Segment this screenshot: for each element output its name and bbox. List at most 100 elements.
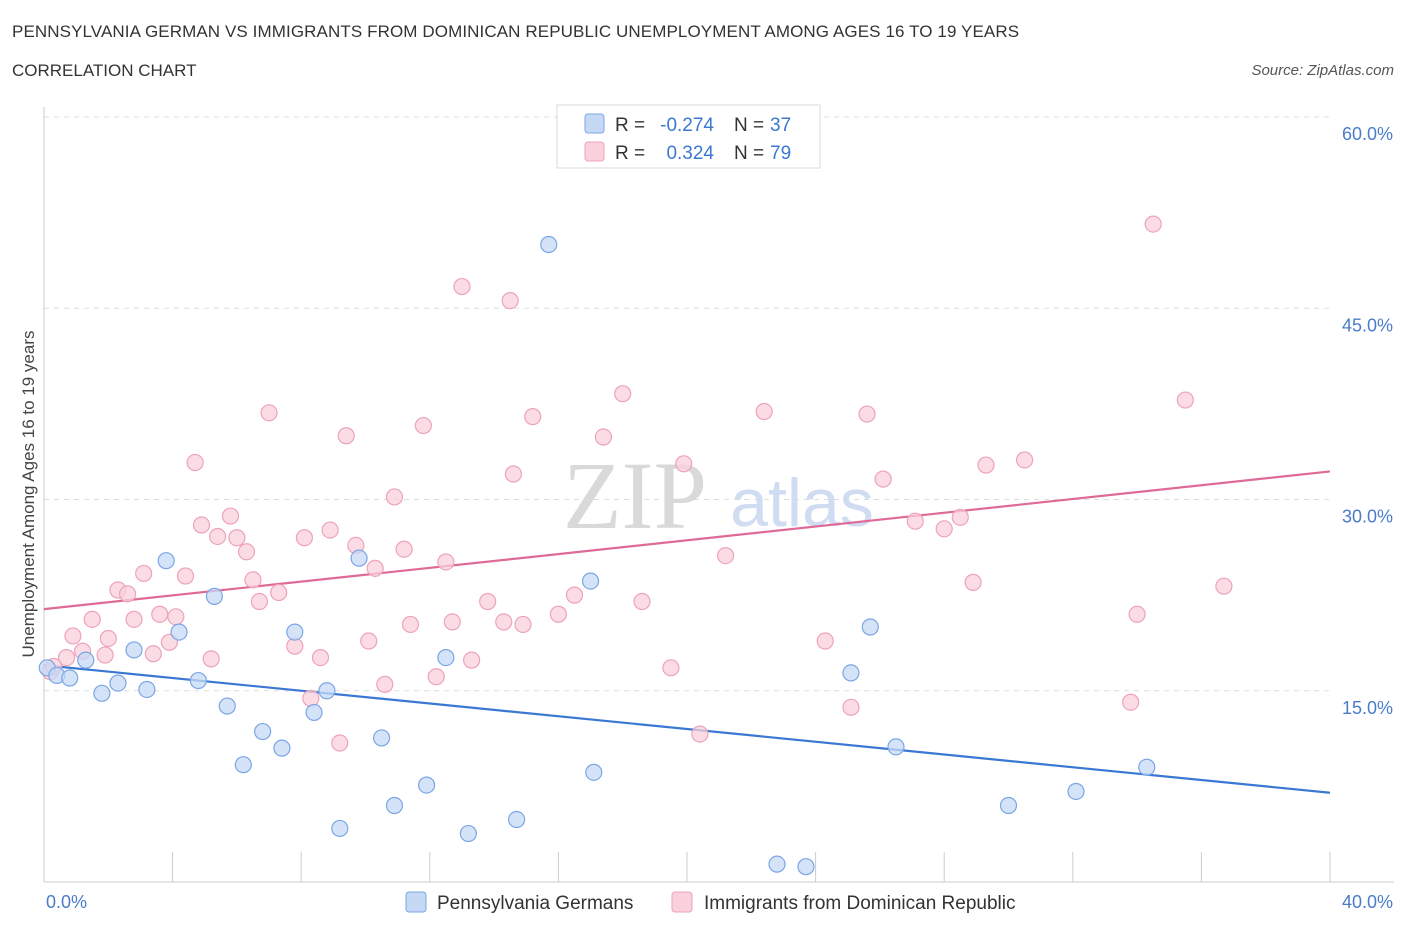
data-point-pink bbox=[691, 725, 709, 743]
data-point-pink bbox=[514, 615, 532, 634]
y-tick-label: 60.0% bbox=[1342, 124, 1393, 144]
data-point-pink bbox=[228, 529, 246, 547]
data-point-pink bbox=[524, 408, 542, 426]
data-point-pink bbox=[565, 586, 584, 604]
data-point-pink bbox=[443, 613, 461, 631]
data-point-pink bbox=[964, 573, 982, 591]
data-point-pink bbox=[64, 627, 82, 645]
data-point-blue bbox=[305, 703, 323, 722]
legend-swatch-pink bbox=[584, 141, 605, 162]
data-point-pink bbox=[874, 470, 892, 488]
legend-r-label: R = bbox=[615, 143, 645, 164]
data-point-pink bbox=[83, 610, 101, 628]
data-point-pink bbox=[1215, 577, 1233, 595]
data-point-blue bbox=[109, 674, 127, 692]
data-point-blue bbox=[437, 648, 455, 667]
data-point-blue bbox=[1067, 782, 1085, 801]
data-point-pink bbox=[167, 608, 185, 626]
axes bbox=[43, 107, 1394, 883]
data-point-blue bbox=[218, 697, 236, 715]
data-point-pink bbox=[125, 610, 143, 628]
data-point-pink bbox=[366, 559, 384, 577]
data-point-blue bbox=[205, 587, 223, 606]
data-point-blue bbox=[189, 671, 207, 690]
data-point-pink bbox=[437, 553, 455, 571]
data-point-blue bbox=[417, 776, 436, 794]
data-point-pink bbox=[935, 520, 953, 538]
data-point-blue bbox=[999, 796, 1018, 815]
data-point-pink bbox=[842, 698, 860, 716]
data-point-pink bbox=[716, 546, 735, 565]
data-point-pink bbox=[675, 455, 693, 473]
data-point-blue bbox=[861, 618, 879, 636]
data-point-pink bbox=[951, 508, 969, 526]
data-point-pink bbox=[144, 645, 162, 663]
data-point-pink bbox=[57, 648, 76, 667]
data-point-pink bbox=[244, 571, 262, 589]
data-point-pink bbox=[221, 507, 240, 525]
data-point-pink bbox=[270, 583, 288, 602]
data-point-pink bbox=[260, 404, 278, 422]
data-point-blue bbox=[138, 680, 156, 699]
tick-labels: 15.0% 30.0% 45.0% 60.0% 0.0% 40.0% bbox=[46, 124, 1393, 912]
legend-n-label: N = bbox=[734, 115, 764, 136]
correlation-legend: R = -0.274 N = 37 R = 0.324 N = 79 bbox=[556, 104, 821, 169]
data-point-blue bbox=[842, 664, 860, 682]
source-credit: Source: ZipAtlas.com bbox=[1251, 62, 1394, 79]
data-point-pink bbox=[209, 527, 227, 546]
data-point-pink bbox=[479, 592, 497, 611]
data-point-blue bbox=[372, 729, 391, 747]
data-point-pink bbox=[118, 585, 137, 603]
data-point-pink bbox=[395, 540, 413, 558]
data-point-blue bbox=[254, 722, 272, 741]
data-point-blue bbox=[581, 572, 600, 590]
data-point-blue bbox=[286, 623, 304, 641]
data-point-blue bbox=[540, 235, 558, 254]
series-legend-swatch-pink bbox=[671, 891, 693, 913]
data-point-blue bbox=[331, 819, 349, 838]
trend-line-blue bbox=[43, 664, 1331, 794]
data-point-blue bbox=[887, 738, 905, 756]
data-point-blue bbox=[350, 549, 368, 567]
data-point-pink bbox=[414, 416, 432, 435]
legend-r-value: -0.274 bbox=[660, 115, 714, 136]
data-point-blue bbox=[385, 796, 404, 815]
data-point-pink bbox=[96, 646, 114, 664]
data-point-pink bbox=[237, 543, 256, 561]
series-legend-label: Pennsylvania Germans bbox=[437, 893, 633, 914]
data-point-blue bbox=[125, 641, 143, 659]
y-axis-label: Unemployment Among Ages 16 to 19 years bbox=[19, 331, 38, 658]
data-point-pink bbox=[250, 592, 269, 611]
data-point-blue bbox=[170, 623, 188, 641]
data-point-pink bbox=[816, 632, 834, 650]
y-tick-label: 30.0% bbox=[1342, 507, 1393, 527]
data-point-pink bbox=[401, 615, 420, 634]
data-point-pink bbox=[504, 465, 522, 483]
data-point-pink bbox=[594, 428, 613, 446]
data-point-pink bbox=[321, 521, 339, 539]
legend-n-value: 79 bbox=[770, 143, 791, 164]
data-point-pink bbox=[192, 516, 211, 534]
data-point-pink bbox=[302, 689, 320, 708]
data-point-pink bbox=[202, 650, 220, 668]
series-legend-label: Immigrants from Dominican Republic bbox=[704, 893, 1016, 914]
series-legend: Pennsylvania Germans Immigrants from Dom… bbox=[405, 891, 1016, 914]
data-point-pink bbox=[311, 648, 330, 667]
data-point-pink bbox=[186, 453, 204, 472]
data-point-pink bbox=[755, 402, 773, 421]
data-point-blue bbox=[318, 682, 336, 700]
legend-r-value: 0.324 bbox=[666, 143, 714, 164]
data-point-pink bbox=[1176, 391, 1194, 409]
data-point-pink bbox=[453, 277, 471, 296]
data-point-blue bbox=[61, 669, 79, 687]
x-tick-label: 40.0% bbox=[1342, 892, 1393, 912]
data-point-pink bbox=[360, 632, 378, 650]
data-point-pink bbox=[549, 605, 568, 623]
data-point-pink bbox=[331, 734, 349, 752]
chart-title: PENNSYLVANIA GERMAN VS IMMIGRANTS FROM D… bbox=[12, 22, 1020, 41]
data-point-blue bbox=[273, 739, 291, 757]
data-point-pink bbox=[858, 405, 876, 423]
data-point-pink bbox=[906, 512, 924, 530]
chart-subtitle: CORRELATION CHART bbox=[12, 61, 197, 80]
